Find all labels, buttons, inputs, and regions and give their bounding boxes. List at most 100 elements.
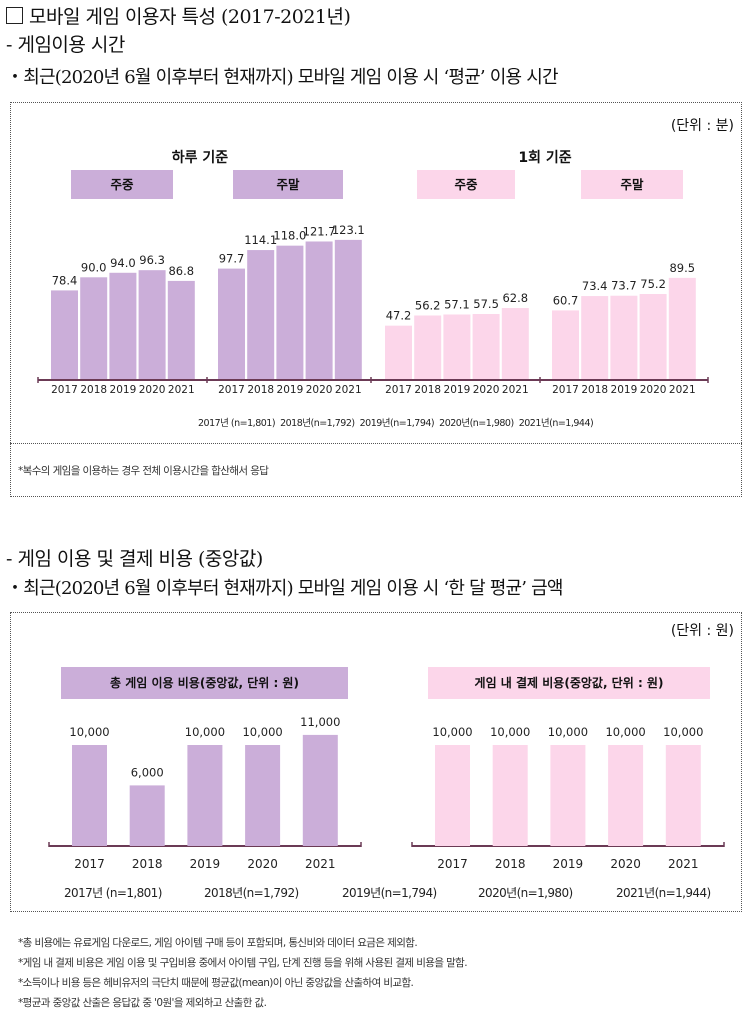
x-tick-label: 2019 xyxy=(444,384,471,396)
group-title-session: 1회 기준 xyxy=(518,150,572,166)
x-tick-label: 2020 xyxy=(610,857,641,871)
bar xyxy=(187,745,223,846)
bar xyxy=(247,250,275,379)
section-subheading-cost: ・최근(2020년 6월 이후부터 현재까지) 모바일 게임 이용 시 ‘한 달… xyxy=(6,578,563,599)
data-label: 10,000 xyxy=(663,725,703,739)
x-tick-label: 2018 xyxy=(80,384,107,396)
tag-session-weekday: 주중 xyxy=(417,170,515,199)
bar xyxy=(80,277,108,379)
data-label: 123.1 xyxy=(332,223,365,237)
x-tick-label: 2018 xyxy=(132,857,163,871)
data-label: 62.8 xyxy=(502,291,528,305)
bar xyxy=(665,745,701,846)
x-tick-label: 2017 xyxy=(74,857,105,871)
bar xyxy=(334,239,362,379)
usage-time-divider xyxy=(10,443,742,444)
data-label: 86.8 xyxy=(168,264,194,278)
x-tick-label: 2017 xyxy=(218,384,245,396)
footnote-median: *소득이나 비용 등은 헤비유저의 극단치 때문에 평균값(mean)이 아닌 … xyxy=(18,977,414,989)
sample-size-2021: 2021년(n=1,944) xyxy=(616,886,711,900)
bar xyxy=(302,734,338,846)
bar xyxy=(472,314,500,379)
bar xyxy=(668,277,696,379)
x-tick-label: 2020 xyxy=(247,857,278,871)
data-label: 96.3 xyxy=(139,253,165,267)
data-label: 57.1 xyxy=(444,297,470,311)
x-tick-label: 2018 xyxy=(581,384,608,396)
data-label: 10,000 xyxy=(548,725,588,739)
data-label: 10,000 xyxy=(69,725,109,739)
bar xyxy=(581,296,609,379)
footnote-zero-excluded: *평균과 중앙값 산출은 응답값 중 '0원'을 제외하고 산출한 값. xyxy=(18,997,267,1009)
bar xyxy=(167,280,195,379)
x-tick-label: 2019 xyxy=(611,384,638,396)
x-tick-label: 2020 xyxy=(139,384,166,396)
x-tick-label: 2017 xyxy=(552,384,579,396)
page-title: 모바일 게임 이용자 특성 (2017-2021년) xyxy=(6,2,351,29)
data-label: 114.1 xyxy=(244,233,277,247)
unit-label-minutes: (단위 : 분) xyxy=(670,118,734,134)
data-label: 60.7 xyxy=(553,293,579,307)
data-label: 47.2 xyxy=(386,309,412,323)
bar xyxy=(610,295,638,379)
data-label: 94.0 xyxy=(110,256,136,270)
x-tick-label: 2017 xyxy=(385,384,412,396)
sample-size-2019: 2019년(n=1,794) xyxy=(342,886,437,900)
x-tick-label: 2017 xyxy=(437,857,468,871)
data-label: 73.7 xyxy=(611,279,637,293)
section-heading-usage-time: - 게임이용 시간 xyxy=(6,34,125,56)
data-label: 118.0 xyxy=(273,229,306,243)
x-tick-label: 2021 xyxy=(669,384,696,396)
bar xyxy=(72,745,107,846)
bar xyxy=(385,325,412,379)
tag-session-weekend: 주말 xyxy=(581,170,683,199)
footnote-ingame-payment: *게임 내 결제 비용은 게임 이용 및 구입비용 중에서 아이템 구입, 단계… xyxy=(18,957,468,969)
data-label: 11,000 xyxy=(300,715,340,729)
data-label: 10,000 xyxy=(490,725,530,739)
section-heading-cost: - 게임 이용 및 결제 비용 (중앙값) xyxy=(6,548,263,570)
x-tick-label: 2021 xyxy=(305,857,336,871)
data-label: 10,000 xyxy=(605,725,645,739)
page-title-text: 모바일 게임 이용자 특성 (2017-2021년) xyxy=(29,6,351,28)
unit-label-won: (단위 : 원) xyxy=(670,623,734,639)
bar xyxy=(245,745,281,846)
x-tick-label: 2021 xyxy=(335,384,362,396)
bar xyxy=(552,310,579,379)
checkbox-icon xyxy=(6,7,23,24)
x-tick-label: 2019 xyxy=(553,857,584,871)
x-tick-label: 2019 xyxy=(277,384,304,396)
x-tick-label: 2018 xyxy=(495,857,526,871)
data-label: 10,000 xyxy=(432,725,472,739)
data-label: 78.4 xyxy=(52,273,78,287)
tag-total-cost: 총 게임 이용 비용(중앙값, 단위 : 원) xyxy=(61,667,348,699)
bar xyxy=(501,308,529,379)
usage-time-chart: 78.4 2017 90.0 2018 94.0 2019 96.3 2020 86.8 2021… xyxy=(37,223,709,396)
data-label: 90.0 xyxy=(81,260,107,274)
sample-sizes-usage-time: 2017년 (n=1,801) 2018년(n=1,792) 2019년(n=1… xyxy=(198,418,594,429)
data-label: 57.5 xyxy=(473,297,499,311)
cost-panel xyxy=(10,612,742,912)
x-tick-label: 2020 xyxy=(640,384,667,396)
x-tick-label: 2020 xyxy=(473,384,500,396)
tag-ingame-payment: 게임 내 결제 비용(중앙값, 단위 : 원) xyxy=(428,667,710,699)
bar xyxy=(276,245,304,379)
data-label: 97.7 xyxy=(219,252,245,266)
data-label: 75.2 xyxy=(640,277,666,291)
section-subheading-usage-time: ・최근(2020년 6월 이후부터 현재까지) 모바일 게임 이용 시 ‘평균’… xyxy=(6,67,559,88)
bar xyxy=(138,270,166,379)
data-label: 10,000 xyxy=(185,725,225,739)
x-tick-label: 2018 xyxy=(247,384,274,396)
bar xyxy=(129,785,165,846)
data-label: 121.7 xyxy=(303,224,336,238)
x-tick-label: 2021 xyxy=(668,857,699,871)
bar xyxy=(639,294,667,379)
footnote-total-cost: *총 비용에는 유료게임 다운로드, 게임 아이템 구매 등이 포함되며, 통신… xyxy=(18,937,418,949)
x-tick-label: 2019 xyxy=(190,857,221,871)
bar xyxy=(414,315,442,379)
tag-daily-weekday: 주중 xyxy=(71,170,173,199)
bar xyxy=(550,745,586,846)
data-label: 73.4 xyxy=(582,279,608,293)
tag-daily-weekend: 주말 xyxy=(233,170,343,199)
data-label: 56.2 xyxy=(415,298,441,312)
bar xyxy=(51,290,78,379)
